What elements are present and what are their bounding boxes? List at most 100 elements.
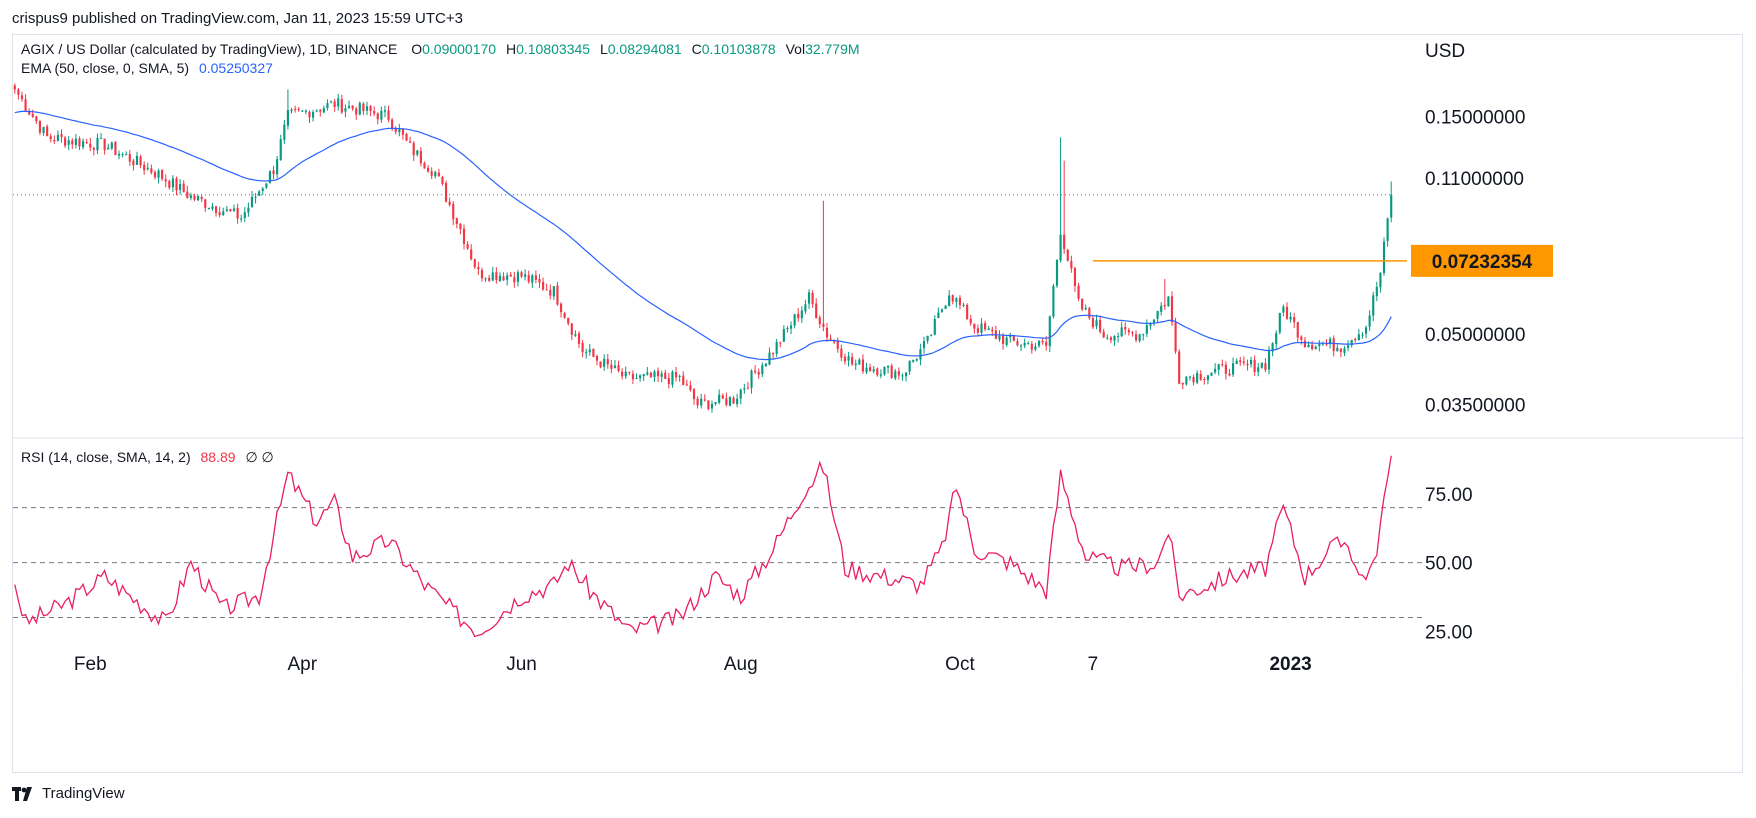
candle-body	[164, 179, 167, 182]
tradingview-footer[interactable]: TradingView	[12, 785, 125, 802]
candle-body	[261, 188, 264, 191]
candle-body	[1167, 296, 1170, 307]
candle-body	[49, 136, 52, 140]
candle-body	[692, 389, 696, 400]
candle-body	[355, 108, 358, 115]
candle-body	[236, 207, 239, 219]
candle-body	[42, 126, 45, 134]
candle-body	[1188, 376, 1192, 378]
candle-body	[423, 163, 426, 169]
candle-body	[315, 110, 318, 112]
candle-body	[365, 106, 369, 111]
ohlc-low-value: 0.08294081	[607, 41, 682, 57]
candle-body	[761, 365, 764, 375]
candle-body	[139, 156, 142, 166]
candle-body	[1357, 334, 1360, 341]
ohlc-close-label: C	[691, 41, 702, 57]
candle-body	[797, 313, 800, 319]
candle-body	[969, 318, 972, 324]
rsi-label[interactable]: RSI (14, close, SMA, 14, 2)	[21, 449, 191, 465]
candle-body	[207, 208, 210, 210]
candle-body	[412, 142, 415, 156]
candle-body	[304, 110, 307, 112]
candle-body	[340, 99, 343, 113]
candle-body	[60, 133, 63, 138]
ohlc-open-label: O	[411, 41, 423, 57]
candle-body	[283, 124, 286, 140]
candle-body	[1296, 322, 1299, 338]
candle-body	[1260, 362, 1263, 368]
candle-body	[329, 101, 333, 103]
candle-body	[1257, 367, 1260, 372]
candle-body	[437, 172, 440, 177]
candle-body	[865, 367, 868, 373]
candle-body	[279, 139, 282, 160]
candle-body	[1372, 295, 1375, 316]
candle-body	[527, 275, 530, 282]
ema-label[interactable]: EMA (50, close, 0, SMA, 5)	[21, 60, 190, 76]
candle-body	[707, 400, 710, 410]
candle-body	[434, 172, 437, 177]
candle-body	[1210, 372, 1213, 376]
candle-body	[398, 129, 401, 132]
candle-body	[987, 328, 990, 331]
candle-body	[1142, 334, 1145, 336]
candle-body	[114, 141, 117, 156]
candle-body	[401, 128, 404, 135]
candle-body	[513, 277, 516, 283]
candle-body	[1386, 218, 1389, 242]
candle-body	[286, 110, 289, 126]
candle-body	[1332, 338, 1335, 352]
candle-body	[958, 297, 962, 306]
candle-body	[495, 272, 498, 281]
candle-body	[1343, 348, 1346, 353]
candle-body	[373, 111, 376, 114]
candle-body	[1307, 344, 1310, 348]
candle-body	[1196, 372, 1199, 383]
candle-body	[696, 398, 699, 406]
candle-body	[17, 89, 20, 95]
candle-body	[1300, 336, 1303, 340]
price-legend: AGIX / US Dollar (calculated by TradingV…	[21, 41, 860, 57]
candle-body	[613, 365, 617, 369]
candle-body	[922, 341, 926, 349]
symbol-label[interactable]: AGIX / US Dollar (calculated by TradingV…	[21, 41, 398, 57]
candle-body	[509, 274, 512, 277]
candle-body	[1264, 363, 1267, 370]
candle-body	[1293, 317, 1296, 323]
candle-body	[193, 196, 196, 200]
candle-body	[153, 172, 157, 178]
candle-body	[894, 371, 897, 379]
candle-body	[1170, 296, 1174, 323]
candle-body	[807, 292, 811, 304]
candle-body	[1023, 342, 1026, 346]
candle-body	[1156, 311, 1159, 319]
candle-body	[1253, 359, 1256, 372]
rsi-extra: ∅ ∅	[245, 449, 274, 465]
candle-body	[380, 110, 383, 120]
candle-body	[333, 101, 336, 107]
candle-body	[197, 196, 200, 201]
candle-body	[28, 110, 31, 115]
candle-body	[772, 353, 775, 355]
candle-body	[786, 328, 789, 330]
chart-frame[interactable]: 0.07232354 USD 0.15000000 0.11000000 0.05000…	[12, 34, 1744, 774]
candle-body	[89, 143, 92, 148]
candle-body	[890, 365, 893, 378]
candle-body	[35, 116, 38, 122]
candle-body	[671, 371, 674, 385]
candle-body	[599, 361, 602, 368]
x-tick-label: 7	[1088, 654, 1099, 675]
candle-body	[811, 292, 814, 305]
candle-body	[99, 137, 103, 139]
candle-body	[1127, 330, 1130, 333]
candle-body	[1131, 332, 1134, 334]
candle-body	[383, 110, 387, 112]
candle-body	[574, 334, 577, 336]
candle-body	[933, 319, 936, 335]
chart-canvas[interactable]: 0.07232354 USD 0.15000000 0.11000000 0.05000…	[13, 35, 1744, 774]
candle-body	[624, 371, 627, 377]
candle-body	[1249, 359, 1253, 365]
ema-legend: EMA (50, close, 0, SMA, 5) 0.05250327	[21, 60, 273, 76]
candle-body	[1084, 307, 1087, 310]
